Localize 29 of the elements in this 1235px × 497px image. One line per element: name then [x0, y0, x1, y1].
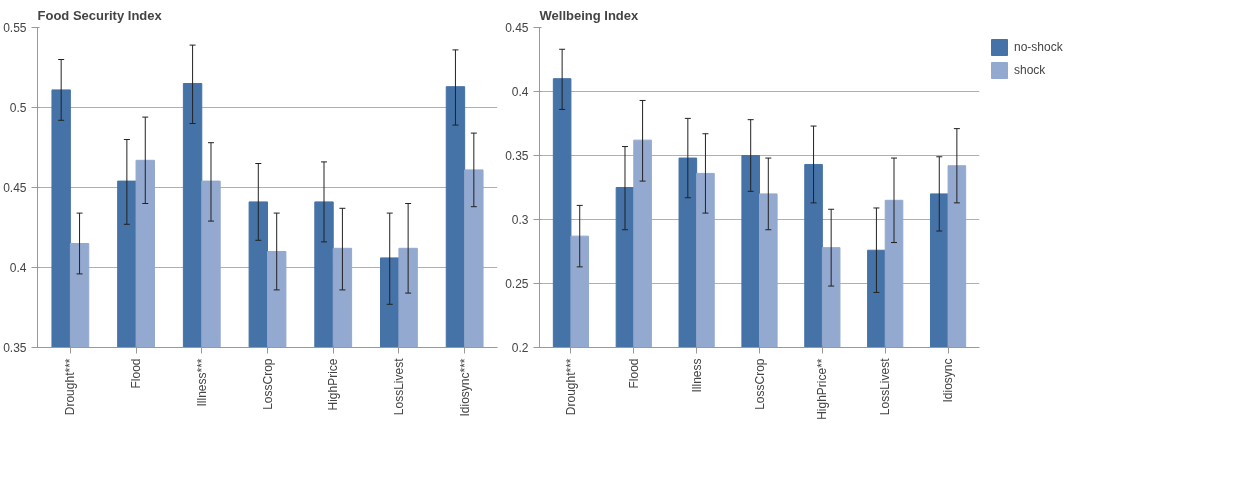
legend-label: shock — [1014, 63, 1046, 77]
x-tick-label: Drought*** — [63, 358, 78, 416]
x-tick-label: LossCrop — [260, 358, 275, 410]
y-tick-label: 0.55 — [3, 21, 27, 35]
x-tick-label: Illness — [689, 358, 704, 393]
y-tick-label: 0.4 — [9, 261, 27, 275]
x-tick-label: Idiosync — [941, 358, 956, 403]
x-tick-label: Illness*** — [194, 358, 209, 407]
x-tick-label: HighPrice** — [815, 358, 830, 420]
x-tick-label: LossLivest — [391, 357, 406, 416]
y-tick-label: 0.45 — [3, 181, 27, 195]
y-tick-label: 0.35 — [3, 341, 27, 355]
chart-title: Food Security Index — [37, 7, 163, 23]
y-tick-label: 0.35 — [505, 149, 529, 163]
x-tick-label: HighPrice — [326, 358, 341, 411]
x-tick-label: LossLivest — [878, 357, 893, 416]
x-tick-label: LossCrop — [752, 358, 767, 410]
legend-label: no-shock — [1014, 40, 1063, 54]
y-tick-label: 0.4 — [511, 85, 529, 99]
x-tick-label: Flood — [129, 358, 144, 389]
y-tick-label: 0.45 — [505, 21, 529, 35]
y-tick-label: 0.2 — [511, 341, 529, 355]
y-tick-label: 0.5 — [9, 101, 27, 115]
y-tick-label: 0.25 — [505, 277, 529, 291]
y-tick-label: 0.3 — [511, 213, 529, 227]
x-tick-label: Drought*** — [563, 358, 578, 416]
x-tick-label: Idiosync*** — [457, 358, 472, 417]
chart-title: Wellbeing Index — [539, 7, 639, 23]
x-tick-label: Flood — [626, 358, 641, 389]
